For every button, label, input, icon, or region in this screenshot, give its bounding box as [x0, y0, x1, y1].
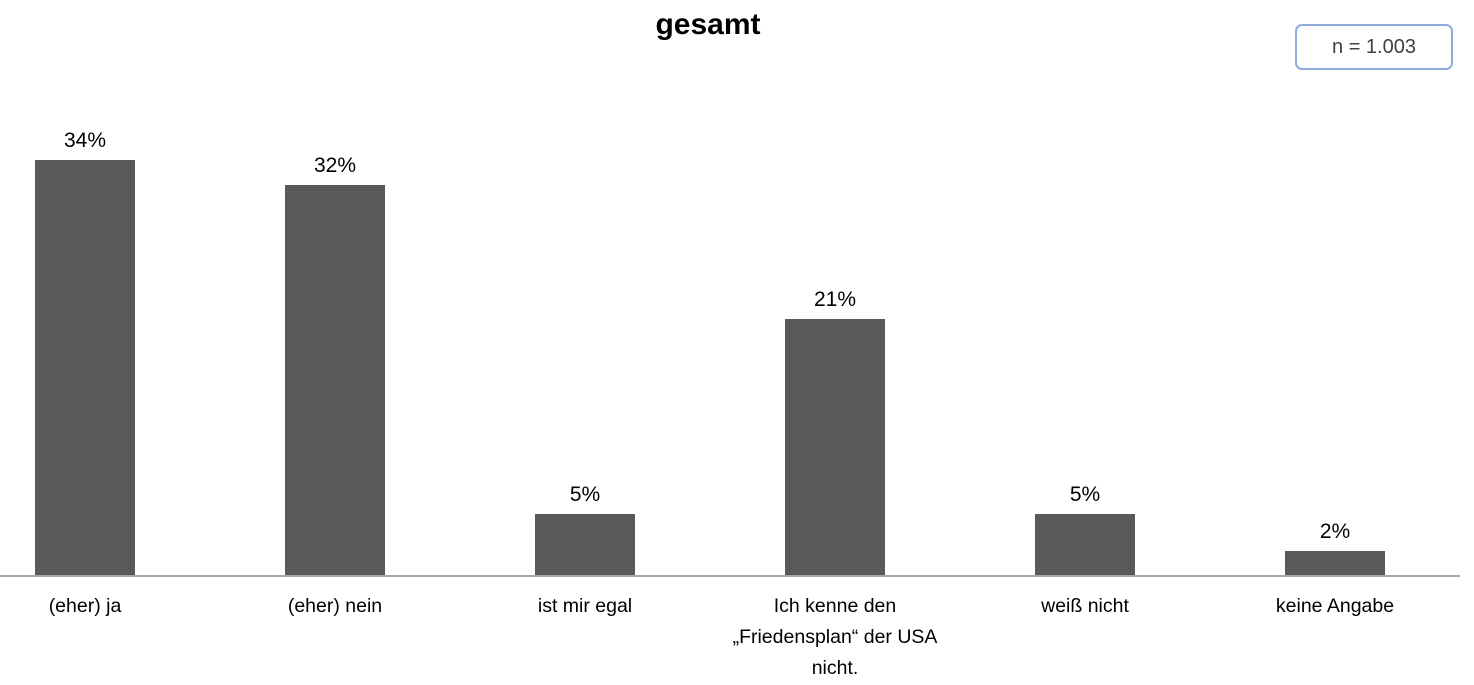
- value-label: 21%: [813, 288, 857, 311]
- bar-column: 2%: [1210, 0, 1460, 575]
- category-label: (eher) nein: [287, 595, 383, 617]
- bar: [785, 319, 885, 575]
- sample-size-badge: n = 1.003: [1295, 24, 1453, 70]
- bar: [535, 514, 635, 575]
- value-label: 32%: [313, 154, 357, 177]
- bar: [35, 160, 135, 575]
- category-axis: (eher) ja (eher) nein ist mir egal Ich kenn…: [0, 591, 1460, 685]
- bar-column: 5%: [960, 0, 1210, 575]
- bar: [1285, 551, 1385, 575]
- bar-column: 32%: [210, 0, 460, 575]
- category-label: keine Angabe: [1275, 595, 1395, 617]
- plot-area: 34% 32% 5% 21% 5% 2%: [0, 0, 1460, 575]
- value-label: 5%: [1069, 483, 1101, 506]
- category-label: (eher) ja: [48, 595, 122, 617]
- value-label: 2%: [1319, 520, 1351, 543]
- value-label: 34%: [63, 129, 107, 152]
- category-label: Ich kenne den „Friedensplan“ der USA nic…: [732, 595, 938, 679]
- sample-size-label: n = 1.003: [1332, 35, 1416, 58]
- bar: [285, 185, 385, 575]
- category-label: weiß nicht: [1041, 595, 1129, 617]
- x-axis-line: [0, 575, 1460, 577]
- bar-column: 5%: [460, 0, 710, 575]
- category-label: ist mir egal: [537, 595, 633, 617]
- chart-title: gesamt: [655, 8, 761, 41]
- bar-column: 21%: [710, 0, 960, 575]
- value-label: 5%: [569, 483, 601, 506]
- bar-column: 34%: [0, 0, 210, 575]
- bar: [1035, 514, 1135, 575]
